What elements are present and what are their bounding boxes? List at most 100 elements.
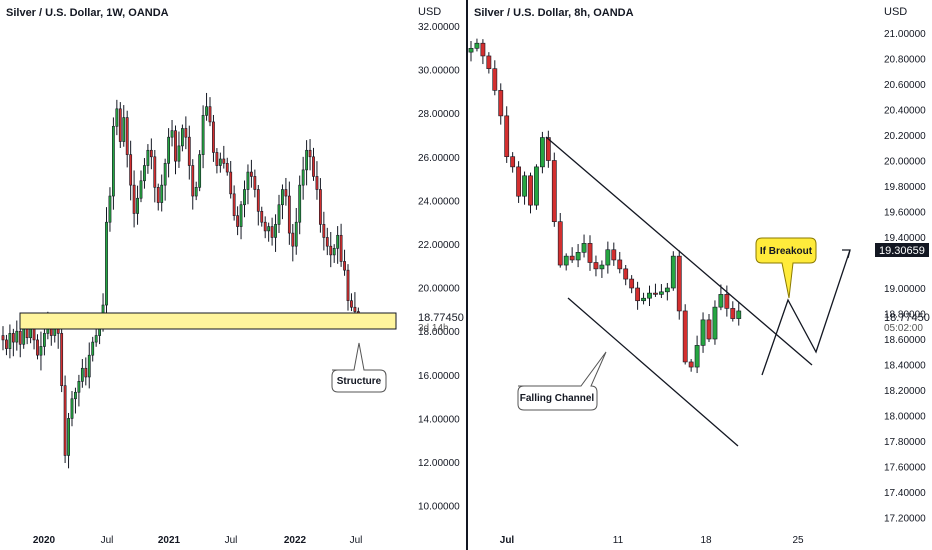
candle-body [540,137,545,168]
projected-path [761,249,851,376]
candle-body [143,165,146,182]
bar-countdown: 05:02:00 [884,323,923,334]
y-tick-label: 14.00000 [418,414,460,425]
candle-body [492,68,498,91]
y-tick-label: 17.80000 [884,437,926,448]
candle-body [132,184,136,214]
structure-callout-text: Structure [337,376,382,387]
candle-body [129,154,133,186]
y-tick-label: 12.00000 [418,458,460,469]
y-tick-label: 17.20000 [884,514,926,525]
x-tick-label: 2020 [33,535,56,546]
candle-body [60,333,64,387]
candle-body [670,255,676,289]
candle-body [322,224,326,238]
candle-body [486,55,492,70]
candle-body [42,333,46,347]
candle-body [617,259,623,270]
candle-body [343,261,346,271]
candle-body [301,169,305,186]
candle-body [167,136,171,164]
y-tick-label: 19.00000 [884,284,926,295]
candle-body [611,249,617,261]
candle-body [194,187,198,197]
candle-body [80,367,84,382]
chart-title: Silver / U.S. Dollar, 1W, OANDA [6,7,169,19]
candle-body [575,252,581,261]
candle-body [5,339,8,349]
candle-body [623,268,629,280]
y-tick-label: 18.40000 [884,361,926,372]
current-price-label: 18.77450 [418,312,464,324]
y-tick-label: 19.40000 [884,233,926,244]
breakout-price-label: 19.30659 [879,245,925,257]
candle-body [318,189,322,225]
candle-body [522,175,527,197]
candle-body [105,221,108,306]
weekly-chart: Silver / U.S. Dollar, 1W, OANDA USD 32.0… [1,6,464,546]
y-tick-label: 20.80000 [884,55,926,66]
candle-body [688,361,694,368]
candle-body [1,335,5,341]
candle-body [332,248,336,256]
breakout-price-tag [875,243,929,257]
candle-body [250,171,253,177]
candle-body [94,335,98,343]
chart-title: Silver / U.S. Dollar, 8h, OANDA [474,7,634,19]
candle-body [67,418,70,456]
y-tick-label: 20.20000 [884,131,926,142]
y-tick-label: 17.40000 [884,488,926,499]
y-tick-label: 30.00000 [418,66,460,77]
candle-body [298,184,302,223]
candle-body [198,154,202,188]
candle-body [587,243,593,263]
structure-zone [19,312,397,330]
candle-body [545,137,551,161]
candle-body [184,128,188,138]
candle-body [87,354,91,378]
candle-body [593,262,599,270]
candle-body [605,249,611,266]
y-tick-label: 32.00000 [418,22,460,33]
projected-path-arrowhead [842,249,851,259]
candle-body [516,166,521,197]
candle-body [664,287,670,293]
candle-body [153,156,157,188]
candle-body [284,189,288,197]
candle-body [270,226,274,238]
candle-body [724,294,730,309]
x-tick-label: 2021 [158,535,181,546]
x-tick-label: Jul [350,535,363,546]
candle-body [191,165,195,197]
candle-body [305,149,309,171]
candle-body [118,108,122,142]
candle-body [8,333,12,349]
y-tick-label: 16.00000 [418,371,460,382]
y-tick-label: 10.00000 [418,502,460,513]
y-tick-label: 20.40000 [884,106,926,117]
x-tick-label: Jul [101,535,114,546]
candle-body [232,193,236,216]
candle-body [700,319,706,346]
candle-body [263,221,267,232]
candle-body [229,171,233,195]
y-tick-label: 22.00000 [418,240,460,251]
bar-countdown: 3d 14h [418,323,449,334]
candle-body [730,308,736,319]
candle-body [177,145,181,162]
candle-body [170,130,174,138]
candle-body [122,117,126,142]
currency-label: USD [884,6,907,18]
candle-body [208,106,212,123]
candle-body [339,234,343,262]
falling-channel-callout-text: Falling Channel [520,393,595,404]
candle-body [125,117,129,155]
candle-body [84,367,88,378]
candle-body [308,149,312,158]
candle-body [736,310,742,319]
y-tick-label: 28.00000 [418,109,460,120]
candle-body [706,319,712,340]
y-tick-label: 18.80000 [884,310,926,321]
candle-body [32,328,36,341]
candle-body [350,300,353,308]
